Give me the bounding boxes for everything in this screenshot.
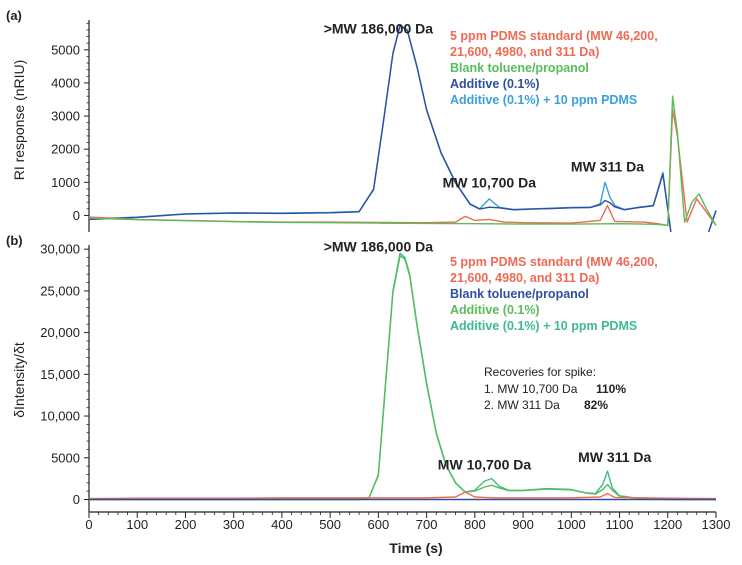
panel-a: (a) RI response (nRIU) 0 1000 2000 3000 4000… xyxy=(6,8,717,232)
legend-entry: 5 ppm PDMS standard (MW 46,200, xyxy=(450,29,658,43)
panel-a-y-ticks: 0 1000 2000 3000 4000 5000 xyxy=(51,22,89,223)
legend-entry: 21,600, 4980, and 311 Da) xyxy=(450,271,599,285)
series-line-green xyxy=(89,95,717,227)
legend-entry: Additive (0.1%) xyxy=(450,303,540,317)
recoveries-box: Recoveries for spike: 1. MW 10,700 Da 110%… xyxy=(484,365,626,412)
x-axis-ticks: 0 100 200 300 400 500 600 700 800 900 1000 1100 1200… xyxy=(85,512,730,532)
x-tick-label: 600 xyxy=(368,517,390,532)
peak-annotation: MW 311 Da xyxy=(571,159,644,175)
panel-a-annotations: >MW 186,000 Da MW 10,700 Da MW 311 Da xyxy=(324,20,645,190)
recovery-label: 1. MW 10,700 Da xyxy=(484,382,578,396)
peak-annotation: >MW 186,000 Da xyxy=(324,239,434,255)
legend-entry: 5 ppm PDMS standard (MW 46,200, xyxy=(450,255,658,269)
series-line-navy xyxy=(89,24,717,232)
panel-a-legend: 5 ppm PDMS standard (MW 46,200, 21,600, 4… xyxy=(450,29,658,107)
panel-b-legend: 5 ppm PDMS standard (MW 46,200, 21,600, 4… xyxy=(450,255,658,333)
panel-a-label: (a) xyxy=(6,8,22,23)
x-tick-label: 1100 xyxy=(606,517,634,532)
recovery-label: 2. MW 311 Da xyxy=(484,398,560,412)
recoveries-title: Recoveries for spike: xyxy=(484,365,596,379)
x-tick-label: 1300 xyxy=(702,517,731,532)
panel-b: (b) δIntensity/δt 0 5000 10,000 15,000 20,00… xyxy=(6,233,717,513)
legend-entry: Additive (0.1%) + 10 ppm PDMS xyxy=(450,93,637,107)
y-tick-label: 30,000 xyxy=(40,242,80,257)
y-tick-label: 10,000 xyxy=(40,409,80,424)
recovery-value: 82% xyxy=(584,398,608,412)
legend-entry: Blank toluene/propanol xyxy=(450,61,589,75)
panel-b-label: (b) xyxy=(6,233,23,248)
legend-entry: Blank toluene/propanol xyxy=(450,287,589,301)
y-tick-label: 15,000 xyxy=(40,367,80,382)
y-tick-label: 25,000 xyxy=(40,283,80,298)
y-tick-label: 2000 xyxy=(51,142,80,157)
x-tick-label: 500 xyxy=(319,517,341,532)
peak-annotation: MW 10,700 Da xyxy=(438,456,532,472)
panel-b-y-ticks: 0 5000 10,000 15,000 20,000 25,000 30,000 xyxy=(40,242,89,507)
peak-annotation: >MW 186,000 Da xyxy=(324,20,434,36)
panel-a-y-axis-label: RI response (nRIU) xyxy=(11,60,27,181)
x-tick-label: 0 xyxy=(85,517,92,532)
series-line-salmon xyxy=(89,491,717,500)
peak-annotation: MW 10,700 Da xyxy=(443,174,537,190)
peak-annotation: MW 311 Da xyxy=(578,449,651,465)
legend-entry: 21,600, 4980, and 311 Da) xyxy=(450,45,599,59)
y-tick-label: 3000 xyxy=(51,109,80,124)
x-tick-label: 700 xyxy=(416,517,438,532)
y-tick-label: 20,000 xyxy=(40,325,80,340)
y-tick-label: 1000 xyxy=(51,175,80,190)
legend-entry: Additive (0.1%) + 10 ppm PDMS xyxy=(450,319,637,333)
x-tick-label: 300 xyxy=(223,517,245,532)
y-tick-label: 5000 xyxy=(51,42,80,57)
x-tick-label: 200 xyxy=(175,517,197,532)
legend-entry: Additive (0.1%) xyxy=(450,77,540,91)
x-tick-label: 1200 xyxy=(653,517,682,532)
y-tick-label: 0 xyxy=(73,492,80,507)
x-tick-label: 400 xyxy=(271,517,293,532)
panel-b-series xyxy=(89,252,717,501)
panel-b-annotations: >MW 186,000 Da MW 10,700 Da MW 311 Da xyxy=(324,239,652,473)
y-tick-label: 5000 xyxy=(51,450,80,465)
y-tick-label: 4000 xyxy=(51,75,80,90)
recovery-value: 110% xyxy=(596,382,626,396)
x-tick-label: 1000 xyxy=(557,517,586,532)
x-tick-label: 800 xyxy=(464,517,486,532)
y-tick-label: 0 xyxy=(73,208,80,223)
x-axis-label: Time (s) xyxy=(389,540,442,556)
panel-a-series xyxy=(89,24,717,232)
x-tick-label: 900 xyxy=(512,517,534,532)
x-tick-label: 100 xyxy=(126,517,148,532)
panel-b-y-axis-label: δIntensity/δt xyxy=(11,342,27,418)
